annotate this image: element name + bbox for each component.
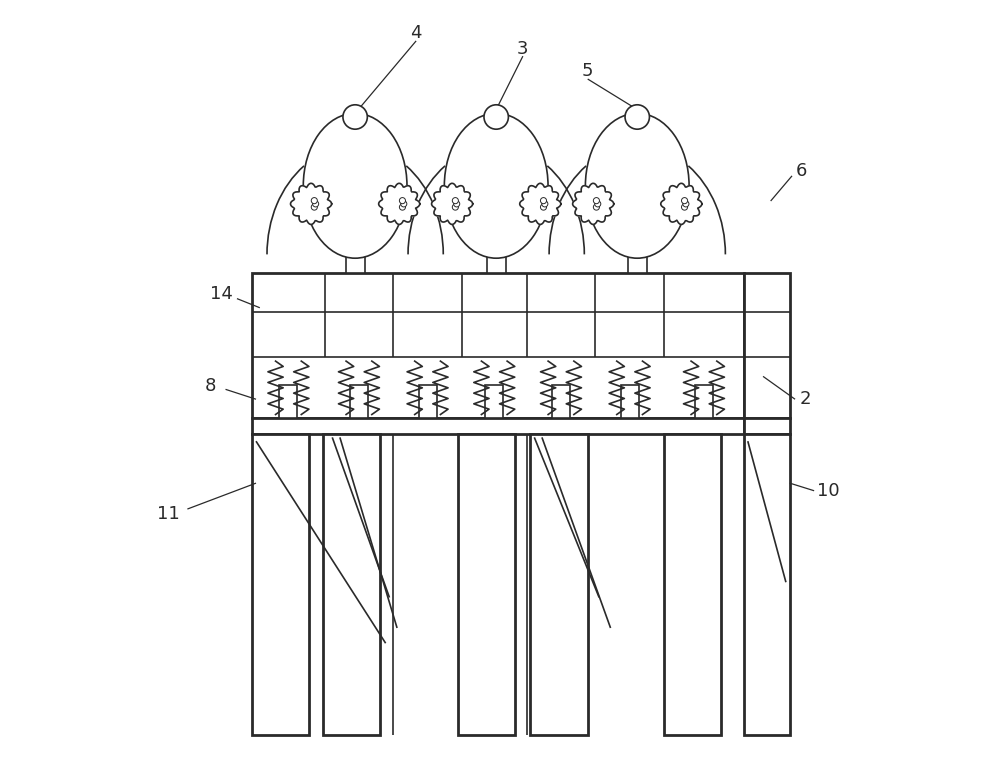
Circle shape bbox=[681, 197, 688, 204]
Circle shape bbox=[540, 204, 547, 210]
Ellipse shape bbox=[585, 114, 689, 258]
Circle shape bbox=[452, 204, 458, 210]
Circle shape bbox=[540, 197, 547, 204]
Circle shape bbox=[593, 197, 599, 204]
Text: 11: 11 bbox=[157, 505, 180, 522]
Circle shape bbox=[401, 200, 407, 207]
Text: 3: 3 bbox=[517, 39, 529, 58]
Circle shape bbox=[484, 104, 508, 129]
Polygon shape bbox=[520, 184, 561, 224]
Circle shape bbox=[343, 104, 367, 129]
Text: 14: 14 bbox=[210, 285, 233, 303]
Bar bbox=[628, 254, 647, 273]
Circle shape bbox=[681, 204, 688, 210]
Text: 6: 6 bbox=[795, 161, 807, 180]
Bar bbox=[744, 419, 790, 434]
Bar bbox=[323, 434, 380, 735]
Bar bbox=[664, 434, 721, 735]
Text: 8: 8 bbox=[205, 376, 216, 395]
Bar bbox=[419, 385, 437, 419]
Text: 10: 10 bbox=[817, 482, 839, 500]
Bar bbox=[458, 434, 515, 735]
Bar bbox=[350, 385, 368, 419]
Bar bbox=[621, 385, 639, 419]
Circle shape bbox=[454, 200, 460, 207]
Bar bbox=[744, 273, 790, 419]
Polygon shape bbox=[291, 184, 332, 224]
Polygon shape bbox=[432, 184, 473, 224]
Bar bbox=[279, 385, 297, 419]
Circle shape bbox=[399, 197, 405, 204]
Circle shape bbox=[683, 200, 689, 207]
Circle shape bbox=[311, 204, 317, 210]
Bar bbox=[252, 273, 744, 419]
Circle shape bbox=[313, 200, 319, 207]
Circle shape bbox=[595, 200, 601, 207]
Bar bbox=[252, 419, 744, 434]
Text: 5: 5 bbox=[582, 62, 593, 81]
Circle shape bbox=[452, 197, 458, 204]
Bar bbox=[530, 434, 588, 735]
Polygon shape bbox=[573, 184, 614, 224]
Bar bbox=[346, 254, 365, 273]
Ellipse shape bbox=[444, 114, 548, 258]
Ellipse shape bbox=[303, 114, 407, 258]
Bar bbox=[552, 385, 570, 419]
Text: 2: 2 bbox=[799, 390, 811, 409]
Circle shape bbox=[625, 104, 649, 129]
Circle shape bbox=[593, 204, 599, 210]
Bar bbox=[744, 434, 790, 735]
Text: 4: 4 bbox=[410, 25, 422, 42]
Bar bbox=[252, 434, 309, 735]
Bar bbox=[487, 254, 506, 273]
Circle shape bbox=[542, 200, 548, 207]
Bar bbox=[695, 385, 713, 419]
Polygon shape bbox=[379, 184, 420, 224]
Bar bbox=[485, 385, 503, 419]
Circle shape bbox=[311, 197, 317, 204]
Circle shape bbox=[399, 204, 405, 210]
Polygon shape bbox=[661, 184, 702, 224]
